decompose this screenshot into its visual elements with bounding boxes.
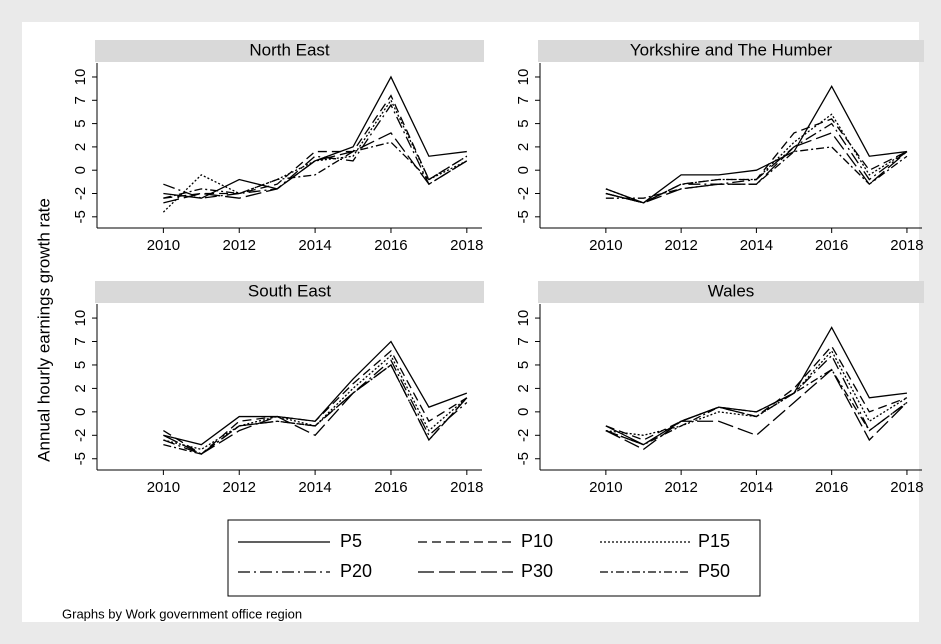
legend (227, 519, 761, 597)
legend-label: P20 (340, 561, 372, 581)
y-tick-label: -2 (515, 429, 532, 442)
series-line (163, 349, 468, 455)
y-tick-label: -5 (72, 452, 89, 465)
x-tick-label: 2014 (298, 237, 331, 254)
y-tick-label: 5 (72, 361, 89, 369)
y-tick-label: 7 (72, 337, 89, 345)
y-tick-label: 5 (72, 119, 89, 127)
series-line (163, 103, 468, 199)
panel-title: North East (249, 40, 330, 59)
legend-label: P15 (698, 531, 730, 551)
y-tick-label: 0 (515, 408, 532, 416)
y-tick-label: 10 (72, 310, 89, 327)
y-tick-label: 7 (515, 337, 532, 345)
series-line (605, 122, 908, 204)
y-axis-label: Annual hourly earnings growth rate (34, 198, 53, 462)
y-tick-label: -2 (515, 187, 532, 200)
y-tick-label: 2 (515, 384, 532, 392)
y-tick-label: 5 (515, 361, 532, 369)
x-tick-label: 2018 (450, 479, 483, 496)
x-tick-label: 2010 (589, 237, 622, 254)
x-tick-label: 2014 (298, 479, 331, 496)
x-tick-label: 2016 (374, 479, 407, 496)
legend-label: P10 (521, 531, 553, 551)
legend-label: P5 (340, 531, 362, 551)
x-tick-label: 2014 (740, 237, 773, 254)
y-tick-label: 7 (515, 96, 532, 104)
note: Graphs by Work government office region (62, 606, 302, 621)
series-line (605, 349, 908, 436)
y-tick-label: 2 (515, 143, 532, 151)
x-tick-label: 2016 (374, 237, 407, 254)
x-tick-label: 2016 (815, 479, 848, 496)
series-line (163, 141, 468, 199)
panel-header (95, 281, 484, 303)
legend-label: P50 (698, 561, 730, 581)
series-line (605, 146, 908, 199)
series-line (605, 368, 908, 451)
y-tick-label: -5 (515, 452, 532, 465)
x-tick-label: 2012 (664, 479, 697, 496)
series-line (605, 84, 908, 204)
panel-title: Yorkshire and The Humber (630, 40, 833, 59)
x-tick-label: 2010 (147, 237, 180, 254)
y-tick-label: 10 (515, 310, 532, 327)
series-line (163, 75, 467, 199)
x-tick-label: 2016 (815, 237, 848, 254)
series-line (605, 354, 908, 446)
legend-label: P30 (521, 561, 553, 581)
x-tick-label: 2010 (589, 479, 622, 496)
panel-header (538, 40, 924, 62)
y-tick-label: 2 (72, 143, 89, 151)
y-tick-label: 10 (515, 69, 532, 86)
series-line (605, 368, 908, 446)
series-line (163, 94, 468, 199)
x-tick-label: 2018 (890, 237, 923, 254)
series-line (163, 363, 468, 455)
y-tick-label: 2 (72, 384, 89, 392)
y-tick-label: -5 (515, 210, 532, 223)
x-tick-label: 2018 (890, 479, 923, 496)
panel-title: South East (248, 281, 331, 300)
y-tick-label: 0 (72, 166, 89, 174)
y-tick-label: 10 (72, 69, 89, 86)
y-tick-label: 0 (72, 408, 89, 416)
y-tick-label: 0 (515, 166, 532, 174)
x-tick-label: 2012 (223, 237, 256, 254)
y-tick-label: -5 (72, 210, 89, 223)
y-tick-label: 7 (72, 96, 89, 104)
x-tick-label: 2012 (664, 237, 697, 254)
panel-header (95, 40, 484, 62)
y-tick-label: -2 (72, 429, 89, 442)
panel-title: Wales (708, 281, 755, 300)
x-tick-label: 2010 (147, 479, 180, 496)
x-tick-label: 2018 (450, 237, 483, 254)
x-tick-label: 2014 (740, 479, 773, 496)
y-tick-label: -2 (72, 187, 89, 200)
panel-header (538, 281, 924, 303)
x-tick-label: 2012 (223, 479, 256, 496)
y-tick-label: 5 (515, 119, 532, 127)
